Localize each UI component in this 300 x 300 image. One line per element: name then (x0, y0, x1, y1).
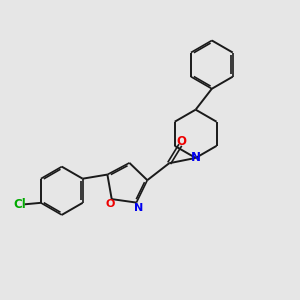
Text: N: N (134, 203, 143, 213)
Text: Cl: Cl (13, 198, 26, 211)
Text: O: O (177, 135, 187, 148)
Text: N: N (190, 152, 201, 164)
Text: O: O (106, 200, 115, 209)
